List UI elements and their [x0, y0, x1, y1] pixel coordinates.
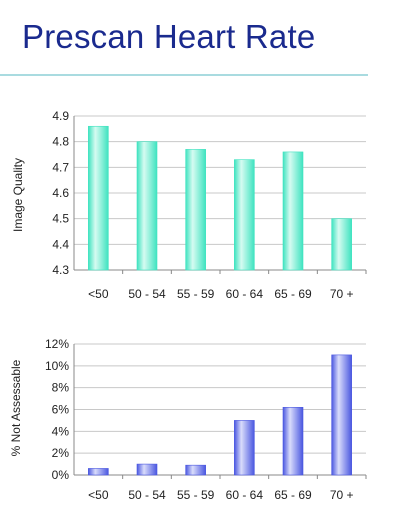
- y-tick-label: 4.6: [52, 186, 69, 200]
- y-tick-label: 8%: [52, 381, 70, 395]
- x-tick-label: 70 +: [330, 488, 354, 502]
- y-tick-label: 4.4: [52, 237, 69, 251]
- bar: [136, 141, 158, 271]
- x-tick-label: 55 - 59: [177, 287, 215, 300]
- bar: [282, 151, 304, 271]
- x-tick-label: 60 - 64: [226, 488, 264, 502]
- x-tick-label: 60 - 64: [226, 287, 264, 300]
- image-quality-chart: 4.3 4.4 4.5 4.6 4.7 4.8 4.9 <50 50 - 54 55 - 59 60…: [11, 109, 367, 300]
- bar: [331, 218, 352, 271]
- bar: [234, 420, 255, 476]
- x-tick-label: 65 - 69: [274, 488, 312, 502]
- y-tick-label: 4%: [52, 424, 70, 438]
- x-tick-label: 65 - 69: [274, 287, 312, 300]
- x-tick-label: 50 - 54: [128, 488, 166, 502]
- y-tick-label: 4.8: [52, 135, 69, 149]
- x-tick-label: 55 - 59: [177, 488, 215, 502]
- bar: [88, 125, 109, 271]
- bar: [185, 149, 206, 271]
- y-tick-label: 4.7: [52, 160, 69, 174]
- page-title: Prescan Heart Rate: [22, 18, 316, 55]
- bar: [234, 159, 255, 271]
- y-tick-label: 10%: [45, 359, 69, 373]
- title-divider: [0, 74, 368, 76]
- x-tick-label: 50 - 54: [128, 287, 166, 300]
- y-tick-label: 4.5: [52, 212, 69, 226]
- bar: [331, 354, 352, 476]
- x-tick-label: 70 +: [330, 287, 354, 300]
- bar: [282, 407, 304, 476]
- y-tick-label: 4.3: [52, 263, 69, 277]
- x-tick-label: <50: [88, 488, 109, 502]
- y-tick-label: 4.9: [52, 109, 69, 123]
- y-axis-label: Image Quality: [11, 158, 25, 232]
- y-axis-label: % Not Assessable: [9, 359, 23, 456]
- bar: [88, 468, 109, 476]
- bar: [136, 463, 158, 476]
- y-tick-label: 6%: [52, 403, 70, 417]
- x-tick-label: <50: [88, 287, 109, 300]
- y-tick-label: 2%: [52, 446, 70, 460]
- y-tick-label: 0%: [52, 468, 70, 482]
- bar: [185, 464, 206, 476]
- y-tick-label: 12%: [45, 337, 69, 351]
